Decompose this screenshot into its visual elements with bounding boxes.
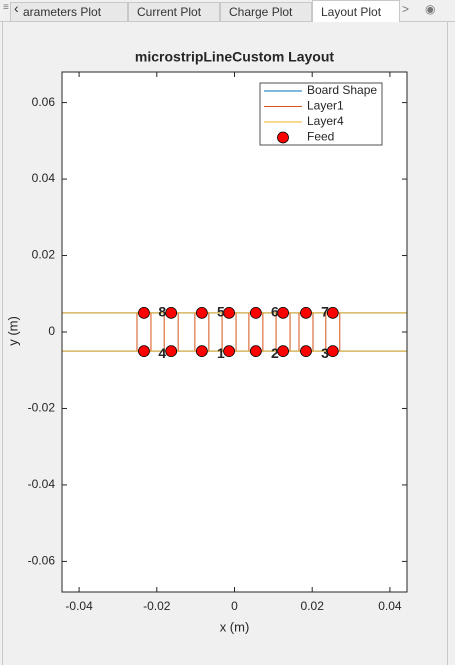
- x-axis-label: x (m): [220, 619, 250, 634]
- y-tick-label: 0.04: [32, 171, 56, 185]
- feed-point: [138, 345, 150, 358]
- legend-marker: [277, 131, 289, 144]
- y-tick-label: -0.02: [28, 401, 56, 415]
- feed-point: [223, 345, 235, 358]
- feed-label: 2: [271, 345, 279, 361]
- legend-label: Feed: [307, 130, 334, 144]
- x-tick-label: -0.04: [65, 599, 93, 613]
- feed-point: [249, 345, 262, 358]
- x-tick-label: 0.02: [301, 599, 325, 613]
- tab[interactable]: Current Plot: [128, 2, 220, 21]
- y-tick-label: -0.06: [28, 554, 56, 568]
- legend-label: Layer4: [307, 114, 344, 128]
- tab-menu[interactable]: ◉: [425, 2, 436, 16]
- tab[interactable]: Charge Plot: [220, 2, 312, 21]
- tab[interactable]: Layout Plot: [312, 0, 400, 22]
- axes-background: [62, 72, 407, 592]
- figure-panel: [2, 22, 448, 665]
- scroll-left[interactable]: ‹: [14, 0, 19, 16]
- axes-box: [61, 71, 408, 593]
- feed-label: 4: [158, 345, 166, 361]
- x-tick-label: 0: [231, 599, 238, 613]
- feed-label: 3: [321, 345, 329, 361]
- feed-point: [165, 345, 178, 358]
- feed-point: [195, 306, 208, 319]
- x-tick-label: -0.02: [143, 599, 171, 613]
- feed-point: [326, 345, 339, 358]
- feed-label: 8: [158, 304, 166, 320]
- tab-bar: ≡ > ◉ arameters Plot Current Plot Charge P…: [0, 0, 455, 22]
- feed-point: [223, 306, 235, 319]
- scroll-right[interactable]: >: [402, 2, 410, 16]
- feed-point: [195, 345, 208, 358]
- feed-point: [138, 306, 150, 319]
- y-tick-label: -0.04: [28, 477, 56, 491]
- feed-label: 6: [271, 304, 279, 320]
- legend-label: Board Shape: [307, 83, 377, 97]
- feed-point: [277, 345, 289, 358]
- legend-label: Layer1: [307, 99, 344, 113]
- y-axis-label: y (m): [5, 316, 20, 346]
- tab[interactable]: arameters Plot: [10, 2, 128, 21]
- feed-point: [300, 306, 312, 319]
- feed-point: [300, 345, 312, 358]
- feed-point: [277, 306, 289, 319]
- x-tick-label: 0.04: [378, 599, 402, 613]
- y-tick-label: 0.02: [32, 248, 56, 262]
- feed-label: 1: [217, 345, 225, 361]
- feed-point: [165, 306, 178, 319]
- y-tick-label: 0.06: [32, 95, 56, 109]
- feed-point: [326, 306, 339, 319]
- feed-label: 7: [321, 304, 329, 320]
- y-tick-label: 0: [48, 324, 55, 338]
- chart-title: microstripLineCustom Layout: [135, 49, 334, 65]
- feed-point: [249, 306, 262, 319]
- menu-icon[interactable]: ≡: [3, 2, 9, 13]
- feed-label: 5: [217, 304, 225, 320]
